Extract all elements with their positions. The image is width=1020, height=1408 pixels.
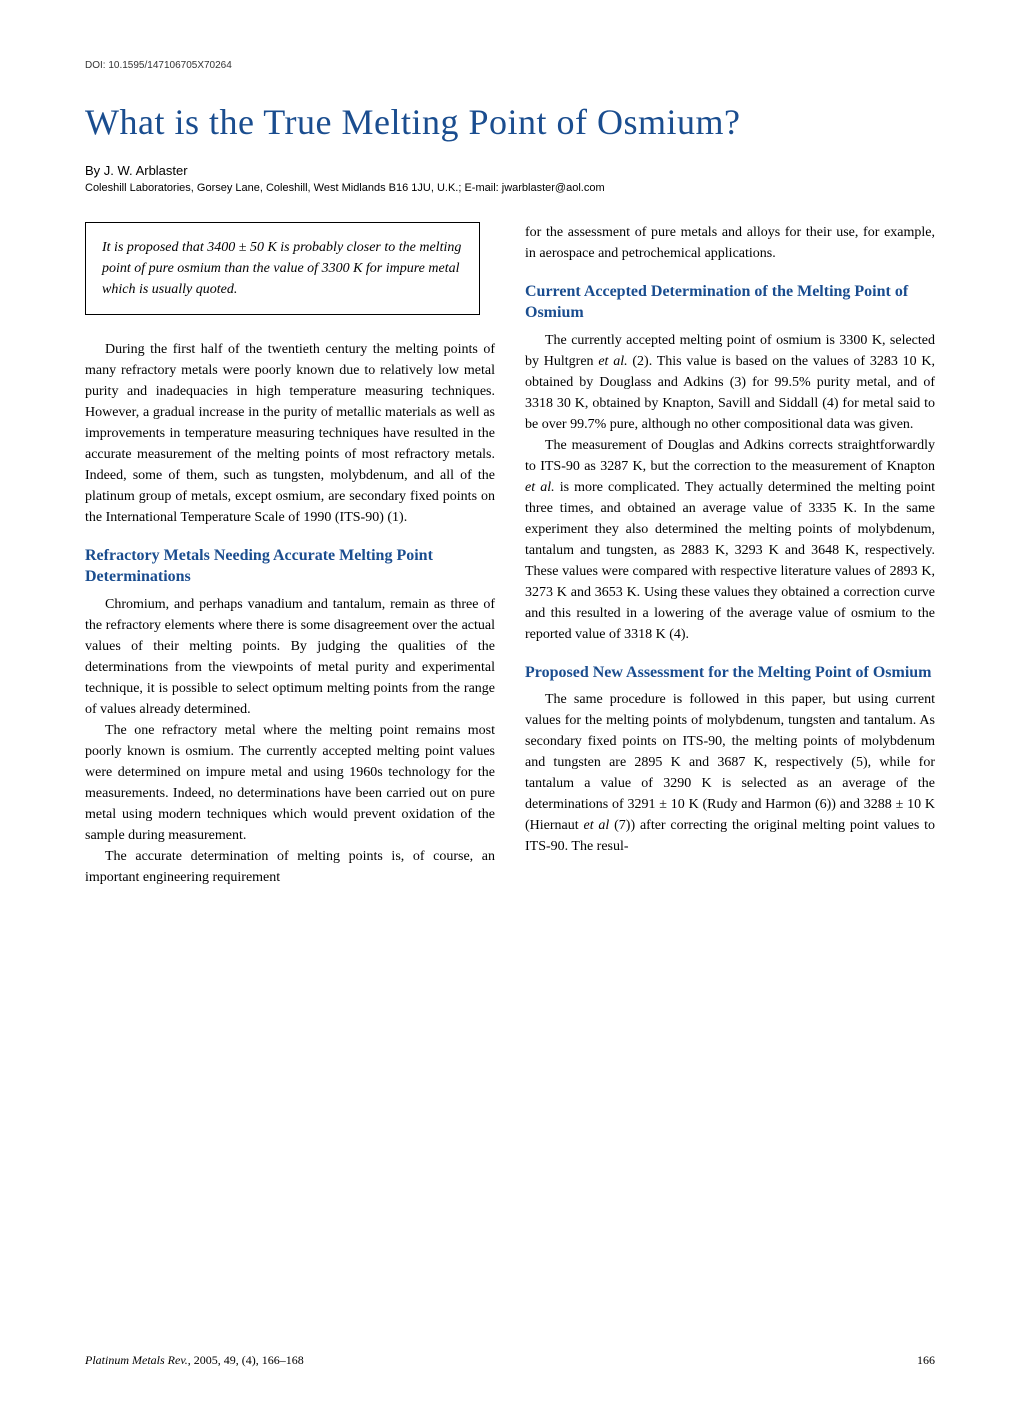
body-paragraph: The accurate determination of melting po… [85,846,495,888]
article-title: What is the True Melting Point of Osmium… [85,101,935,143]
body-paragraph: The measurement of Douglas and Adkins co… [525,435,935,645]
italic-text: et al [583,818,614,833]
footer-citation: Platinum Metals Rev., 2005, 49, (4), 166… [85,1353,304,1368]
abstract-text: It is proposed that 3400 ± 50 K is proba… [102,237,463,300]
two-column-layout: It is proposed that 3400 ± 50 K is proba… [85,222,935,888]
author-affiliation: Coleshill Laboratories, Gorsey Lane, Col… [85,182,935,194]
italic-text: et al. [598,354,627,369]
italic-text: et al. [525,480,555,495]
text-span: The measurement of Douglas and Adkins co… [525,438,935,474]
journal-name: Platinum Metals Rev. [85,1353,188,1367]
author-name: By J. W. Arblaster [85,163,935,178]
text-span: is more complicated. They actually deter… [525,480,935,642]
section-heading-proposed: Proposed New Assessment for the Melting … [525,663,935,684]
body-paragraph: The currently accepted melting point of … [525,330,935,435]
abstract-box: It is proposed that 3400 ± 50 K is proba… [85,222,480,315]
section-heading-current: Current Accepted Determination of the Me… [525,282,935,324]
body-paragraph: The same procedure is followed in this p… [525,689,935,857]
doi-text: DOI: 10.1595/147106705X70264 [85,60,935,71]
citation-text: , 2005, 49, (4), 166–168 [188,1353,304,1367]
text-span: The same procedure is followed in this p… [525,692,935,833]
page-number: 166 [917,1353,935,1368]
section-heading-refractory: Refractory Metals Needing Accurate Melti… [85,546,495,588]
body-paragraph: The one refractory metal where the melti… [85,720,495,846]
body-paragraph: Chromium, and perhaps vanadium and tanta… [85,594,495,720]
body-paragraph: for the assessment of pure metals and al… [525,222,935,264]
body-paragraph: During the first half of the twentieth c… [85,339,495,528]
page-footer: Platinum Metals Rev., 2005, 49, (4), 166… [85,1353,935,1368]
left-column: It is proposed that 3400 ± 50 K is proba… [85,222,495,888]
right-column: for the assessment of pure metals and al… [525,222,935,888]
